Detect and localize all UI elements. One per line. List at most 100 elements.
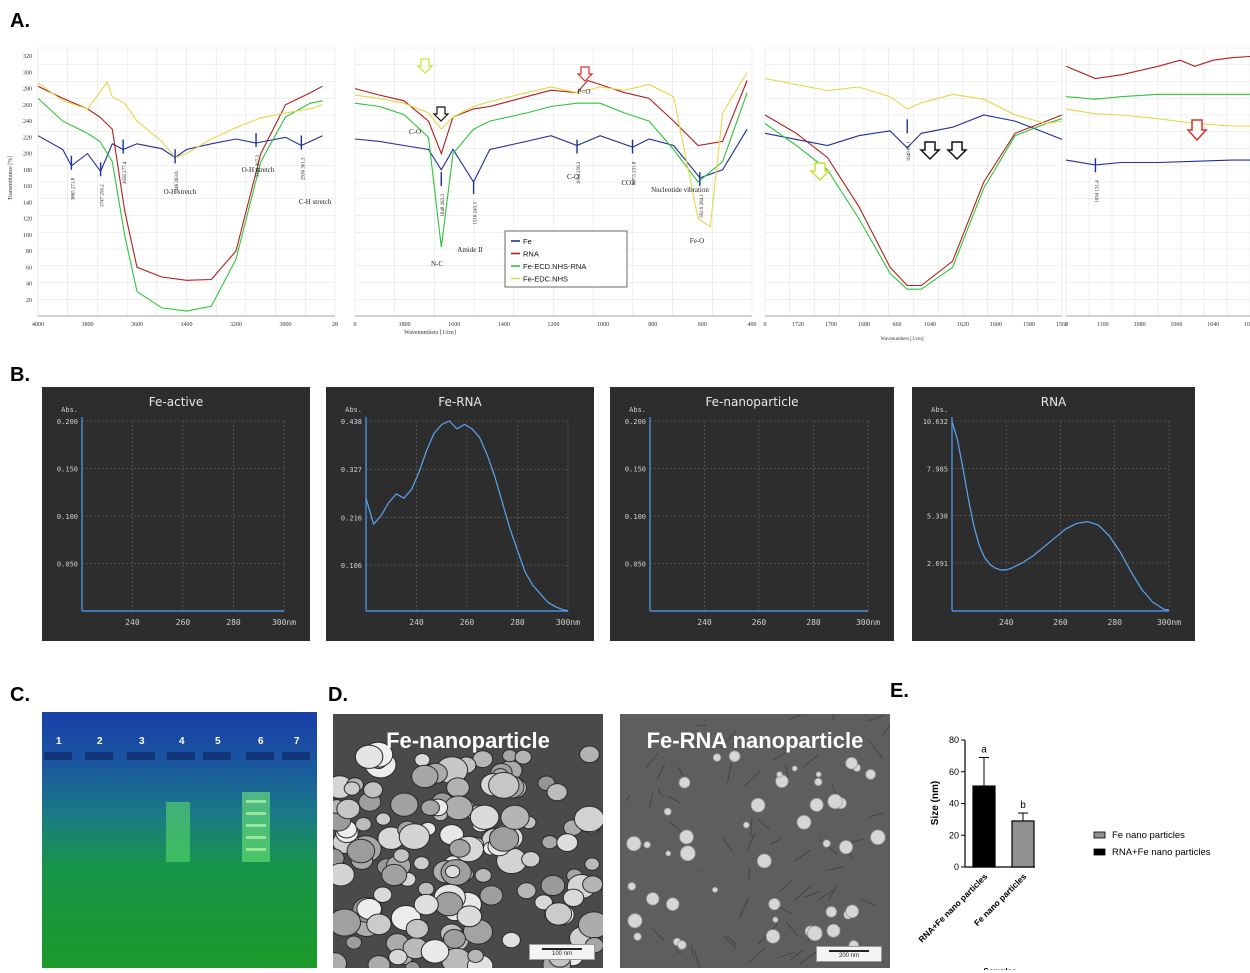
nanoparticle-dot — [871, 830, 886, 845]
nanoparticle-grain — [468, 949, 484, 962]
x-tick-label: 1600 — [448, 322, 460, 328]
y-tick-label: 140 — [23, 200, 32, 206]
peak-label: 1649 81.1 — [907, 141, 912, 162]
nanoparticle-grain — [444, 796, 472, 820]
scale-label-left: 100 nm — [552, 951, 572, 957]
y-tick-label: 100 — [23, 233, 32, 239]
x-tick-label: 800 — [648, 322, 657, 328]
nanoparticle-dot — [792, 766, 797, 771]
nanoparticle-grain — [421, 800, 439, 816]
nanoparticle-grain — [382, 864, 407, 885]
nanoparticle-grain — [344, 782, 360, 795]
x-tick-label: 300nm — [556, 618, 580, 627]
nanoparticle-grain — [547, 784, 567, 801]
x-tick-label: 300nm — [1157, 618, 1181, 627]
sem-title-right: Fe-RNA nanoparticle — [620, 728, 890, 754]
annotation: Fe-O — [690, 237, 704, 245]
nanoparticle-grain — [490, 826, 519, 851]
nanoparticle-dot — [797, 815, 811, 829]
nanoparticle-dot — [846, 905, 859, 918]
nanoparticle-dot — [823, 840, 830, 847]
surface-crack — [747, 834, 754, 850]
y-tick-label: 0.106 — [341, 562, 362, 570]
surface-crack — [789, 715, 801, 720]
peak-label: 1516 243.3 — [474, 202, 479, 225]
nanoparticle-grain — [415, 753, 430, 766]
nanoparticle-dot — [679, 777, 690, 788]
surface-crack — [851, 839, 863, 842]
y-tick-label: 220 — [23, 135, 32, 141]
legend-swatch — [1094, 849, 1105, 855]
nanoparticle-dot — [664, 808, 671, 815]
x-tick-label: 280 — [510, 618, 525, 627]
lane-label: 7 — [294, 736, 300, 747]
nanoparticle-grain — [480, 886, 503, 905]
x-tick-label: 1000 — [597, 322, 609, 328]
nanoparticle-grain — [347, 839, 375, 862]
nanoparticle-grain — [578, 912, 603, 938]
y-axis-label: Abs. — [345, 406, 362, 414]
nanoparticle-grain — [583, 876, 603, 893]
x-tick-label: 280 — [1108, 618, 1123, 627]
y-axis-label: Abs. — [61, 406, 78, 414]
surface-crack — [770, 839, 781, 845]
surface-crack — [803, 755, 818, 768]
peak-label: 2936 301.3 — [301, 157, 306, 180]
annotation: C-O — [409, 128, 421, 136]
nanoparticle-dot — [751, 798, 765, 812]
surface-crack — [678, 767, 683, 777]
nanoparticle-grain — [414, 894, 438, 914]
x-tick-label: 1620 — [957, 322, 969, 328]
y-tick-label: 0.100 — [625, 513, 646, 521]
nanoparticle-grain — [445, 866, 459, 878]
x-tick-label: 400 — [748, 322, 757, 328]
nanoparticle-grain — [541, 875, 565, 895]
x-tick-label: 1640 — [924, 322, 936, 328]
nanoparticle-grain — [470, 805, 499, 829]
gel-well — [203, 752, 231, 760]
surface-crack — [777, 953, 793, 958]
nanoparticle-dot — [743, 822, 749, 828]
surface-crack — [727, 763, 731, 783]
series-line-rna — [355, 81, 747, 154]
annotation: CO3 — [621, 179, 635, 187]
nanoparticle-dot — [627, 837, 641, 851]
nanoparticle-grain — [502, 932, 520, 947]
nanoparticle-dot — [846, 757, 858, 769]
nanoparticle-grain — [346, 936, 361, 949]
nanoparticle-grain — [414, 857, 429, 870]
nanoparticle-grain — [447, 778, 470, 797]
ftir-panel-4: 1110010801060104010201094 131.4 — [1065, 48, 1250, 328]
x-axis-label: Wavenumbers [1/cm] — [404, 330, 456, 336]
surface-crack — [723, 935, 736, 948]
x-tick-label: 1080 — [1134, 322, 1146, 328]
peak-label: 3747 256.2 — [101, 184, 106, 207]
surface-crack — [868, 715, 884, 720]
scale-box-left: 100 nm — [529, 944, 595, 960]
nanoparticle-grain — [412, 765, 438, 787]
surface-crack — [749, 947, 766, 962]
x-tick-label: 1800 — [399, 322, 411, 328]
x-tick-label: 3000 — [280, 322, 292, 328]
surface-crack — [652, 929, 664, 941]
series-line-fe-edc-nhs — [355, 72, 747, 226]
panel-label-a: A. — [10, 10, 30, 33]
gel-well — [282, 752, 310, 760]
series-line-fe-edc-nhs — [38, 82, 323, 158]
nanoparticle-dot — [680, 830, 694, 844]
nanoparticle-grain — [557, 834, 578, 852]
y-tick-label: 160 — [23, 184, 32, 190]
nanoparticle-grain — [406, 919, 428, 938]
nanoparticle-grain — [364, 782, 383, 798]
y-tick-label: 0 — [954, 862, 959, 872]
arrow-green-icon — [811, 163, 829, 180]
lane-label: 2 — [97, 736, 103, 747]
x-tick-label: 260 — [460, 618, 475, 627]
nanoparticle-grain — [475, 868, 491, 882]
